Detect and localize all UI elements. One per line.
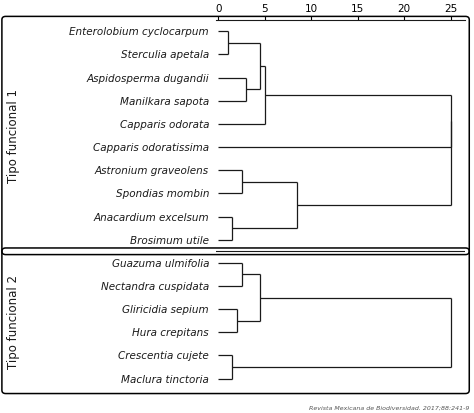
Text: Maclura tinctoria: Maclura tinctoria bbox=[121, 374, 209, 384]
Text: Brosimum utile: Brosimum utile bbox=[130, 235, 209, 245]
Text: Tipo funcional 1: Tipo funcional 1 bbox=[7, 89, 20, 183]
Text: Aspidosperma dugandii: Aspidosperma dugandii bbox=[86, 74, 209, 83]
Text: Anacardium excelsum: Anacardium excelsum bbox=[93, 212, 209, 222]
Text: Sterculia apetala: Sterculia apetala bbox=[121, 50, 209, 60]
Text: Revista Mexicana de Biodiversidad. 2017;88:241-9: Revista Mexicana de Biodiversidad. 2017;… bbox=[309, 405, 469, 410]
Text: Astronium graveolens: Astronium graveolens bbox=[95, 166, 209, 176]
Text: Capparis odoratissima: Capparis odoratissima bbox=[93, 143, 209, 153]
Text: Manilkara sapota: Manilkara sapota bbox=[120, 97, 209, 107]
Text: Spondias mombin: Spondias mombin bbox=[116, 189, 209, 199]
Text: Enterolobium cyclocarpum: Enterolobium cyclocarpum bbox=[69, 27, 209, 37]
Text: Crescentia cujete: Crescentia cujete bbox=[118, 351, 209, 361]
Text: Hura crepitans: Hura crepitans bbox=[132, 328, 209, 337]
Text: Gliricidia sepium: Gliricidia sepium bbox=[122, 304, 209, 314]
Text: Guazuma ulmifolia: Guazuma ulmifolia bbox=[111, 258, 209, 268]
Text: Capparis odorata: Capparis odorata bbox=[119, 120, 209, 130]
Text: Nectandra cuspidata: Nectandra cuspidata bbox=[101, 281, 209, 291]
Text: Tipo funcional 2: Tipo funcional 2 bbox=[7, 274, 20, 368]
